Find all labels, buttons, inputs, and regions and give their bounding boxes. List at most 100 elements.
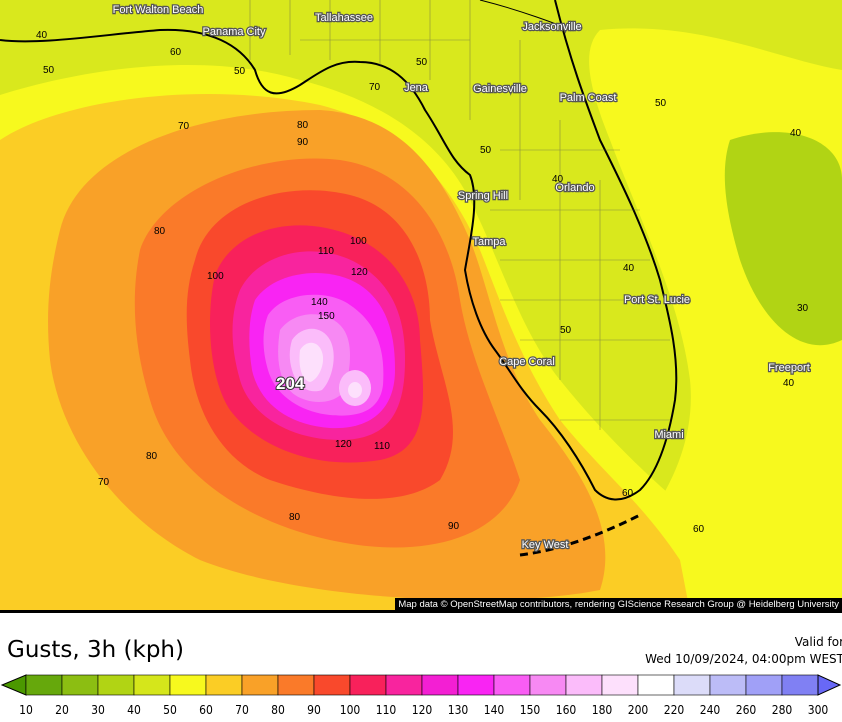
svg-text:40: 40 — [552, 174, 564, 185]
scale-segment — [277, 674, 315, 696]
scale-tick-label: 200 — [627, 703, 649, 717]
svg-text:50: 50 — [416, 57, 428, 68]
svg-text:80: 80 — [297, 120, 309, 131]
svg-text:40: 40 — [623, 263, 635, 274]
scale-segment — [565, 674, 603, 696]
city-panama-city: Panama City — [203, 26, 266, 38]
scale-tick-label: 40 — [127, 703, 141, 717]
scale-tick-label: 50 — [163, 703, 177, 717]
scale-arrow-low — [0, 674, 27, 696]
city-jacksonville: Jacksonville — [522, 21, 581, 33]
svg-text:40: 40 — [790, 128, 802, 139]
scale-tick-label: 130 — [447, 703, 469, 717]
scale-tick-label: 120 — [411, 703, 433, 717]
svg-text:70: 70 — [369, 82, 381, 93]
svg-text:60: 60 — [693, 524, 705, 535]
svg-text:120: 120 — [335, 439, 352, 450]
scale-tick-label: 80 — [271, 703, 285, 717]
city-key-west: Key West — [522, 539, 569, 551]
city-miami: Miami — [654, 429, 683, 441]
scale-segment — [61, 674, 99, 696]
scale-segment — [673, 674, 711, 696]
svg-text:80: 80 — [289, 512, 301, 523]
scale-tick-label: 140 — [483, 703, 505, 717]
city-freeport: Freeport — [768, 362, 810, 374]
scale-segment — [385, 674, 423, 696]
scale-segment — [781, 674, 819, 696]
scale-segment — [169, 674, 207, 696]
contour-labels: 40 60 50 50 70 50 50 80 90 70 50 40 40 8… — [36, 30, 809, 535]
city-tampa: Tampa — [472, 236, 506, 248]
scale-tick-label: 300 — [807, 703, 829, 717]
scale-segment — [457, 674, 495, 696]
city-labels: Fort Walton Beach Panama City Tallahasse… — [111, 3, 811, 553]
svg-text:100: 100 — [350, 236, 367, 247]
city-gainesville: Gainesville — [473, 83, 527, 95]
scale-segment — [25, 674, 63, 696]
gust-map[interactable]: Fort Walton Beach Panama City Tallahasse… — [0, 0, 842, 612]
svg-text:70: 70 — [98, 477, 110, 488]
city-palm-coast: Palm Coast — [560, 92, 617, 104]
scale-tick-label: 70 — [235, 703, 249, 717]
svg-text:50: 50 — [234, 66, 246, 77]
city-orlando: Orlando — [555, 182, 594, 194]
scale-segment — [97, 674, 135, 696]
scale-segment — [529, 674, 567, 696]
divider — [0, 610, 842, 613]
scale-arrow-high — [817, 674, 842, 696]
svg-text:50: 50 — [43, 65, 55, 76]
city-tallahassee: Tallahassee — [315, 12, 373, 24]
scale-segment — [241, 674, 279, 696]
scale-tick-label: 100 — [339, 703, 361, 717]
gust-field — [0, 28, 842, 612]
svg-text:80: 80 — [146, 451, 158, 462]
svg-text:80: 80 — [154, 226, 166, 237]
svg-text:120: 120 — [351, 267, 368, 278]
scale-tick-label: 60 — [199, 703, 213, 717]
scale-segment — [205, 674, 243, 696]
svg-text:40: 40 — [36, 30, 48, 41]
city-port-st-lucie: Port St. Lucie — [624, 294, 690, 306]
city-cape-coral: Cape Coral — [499, 356, 555, 368]
svg-text:90: 90 — [448, 521, 460, 532]
scale-segment — [133, 674, 171, 696]
scale-tick-label: 20 — [55, 703, 69, 717]
svg-text:110: 110 — [374, 441, 390, 452]
svg-text:30: 30 — [797, 303, 809, 314]
svg-text:50: 50 — [480, 145, 492, 156]
scale-tick-label: 110 — [375, 703, 397, 717]
scale-tick-label: 160 — [555, 703, 577, 717]
scale-tick-label: 90 — [307, 703, 321, 717]
svg-text:150: 150 — [318, 311, 335, 322]
svg-text:90: 90 — [297, 137, 309, 148]
color-scale-bar — [0, 674, 842, 696]
svg-text:50: 50 — [560, 325, 572, 336]
svg-text:70: 70 — [178, 121, 190, 132]
scale-tick-label: 280 — [771, 703, 793, 717]
valid-time: Valid for Wed 10/09/2024, 04:00pm WEST — [645, 634, 842, 668]
city-jena: Jena — [404, 82, 429, 94]
scale-segment — [349, 674, 387, 696]
peak-gust-label: 204 — [276, 374, 305, 393]
svg-text:40: 40 — [783, 378, 795, 389]
city-spring-hill: Spring Hill — [458, 190, 508, 202]
scale-tick-label: 150 — [519, 703, 541, 717]
svg-text:110: 110 — [318, 246, 334, 257]
svg-text:60: 60 — [170, 47, 182, 58]
map-attribution[interactable]: Map data © OpenStreetMap contributors, r… — [395, 598, 842, 611]
svg-text:50: 50 — [655, 98, 667, 109]
scale-tick-label: 30 — [91, 703, 105, 717]
county-lines — [249, 0, 670, 430]
valid-label: Valid for — [794, 635, 842, 649]
scale-tick-label: 10 — [19, 703, 33, 717]
scale-segment — [637, 674, 675, 696]
scale-tick-label: 240 — [699, 703, 721, 717]
scale-segment — [745, 674, 783, 696]
svg-text:100: 100 — [207, 271, 224, 282]
scale-segment — [313, 674, 351, 696]
legend-title: Gusts, 3h (kph) — [7, 637, 184, 663]
coastline — [0, 0, 678, 557]
svg-text:60: 60 — [622, 488, 634, 499]
svg-text:140: 140 — [311, 297, 328, 308]
scale-segment — [493, 674, 531, 696]
